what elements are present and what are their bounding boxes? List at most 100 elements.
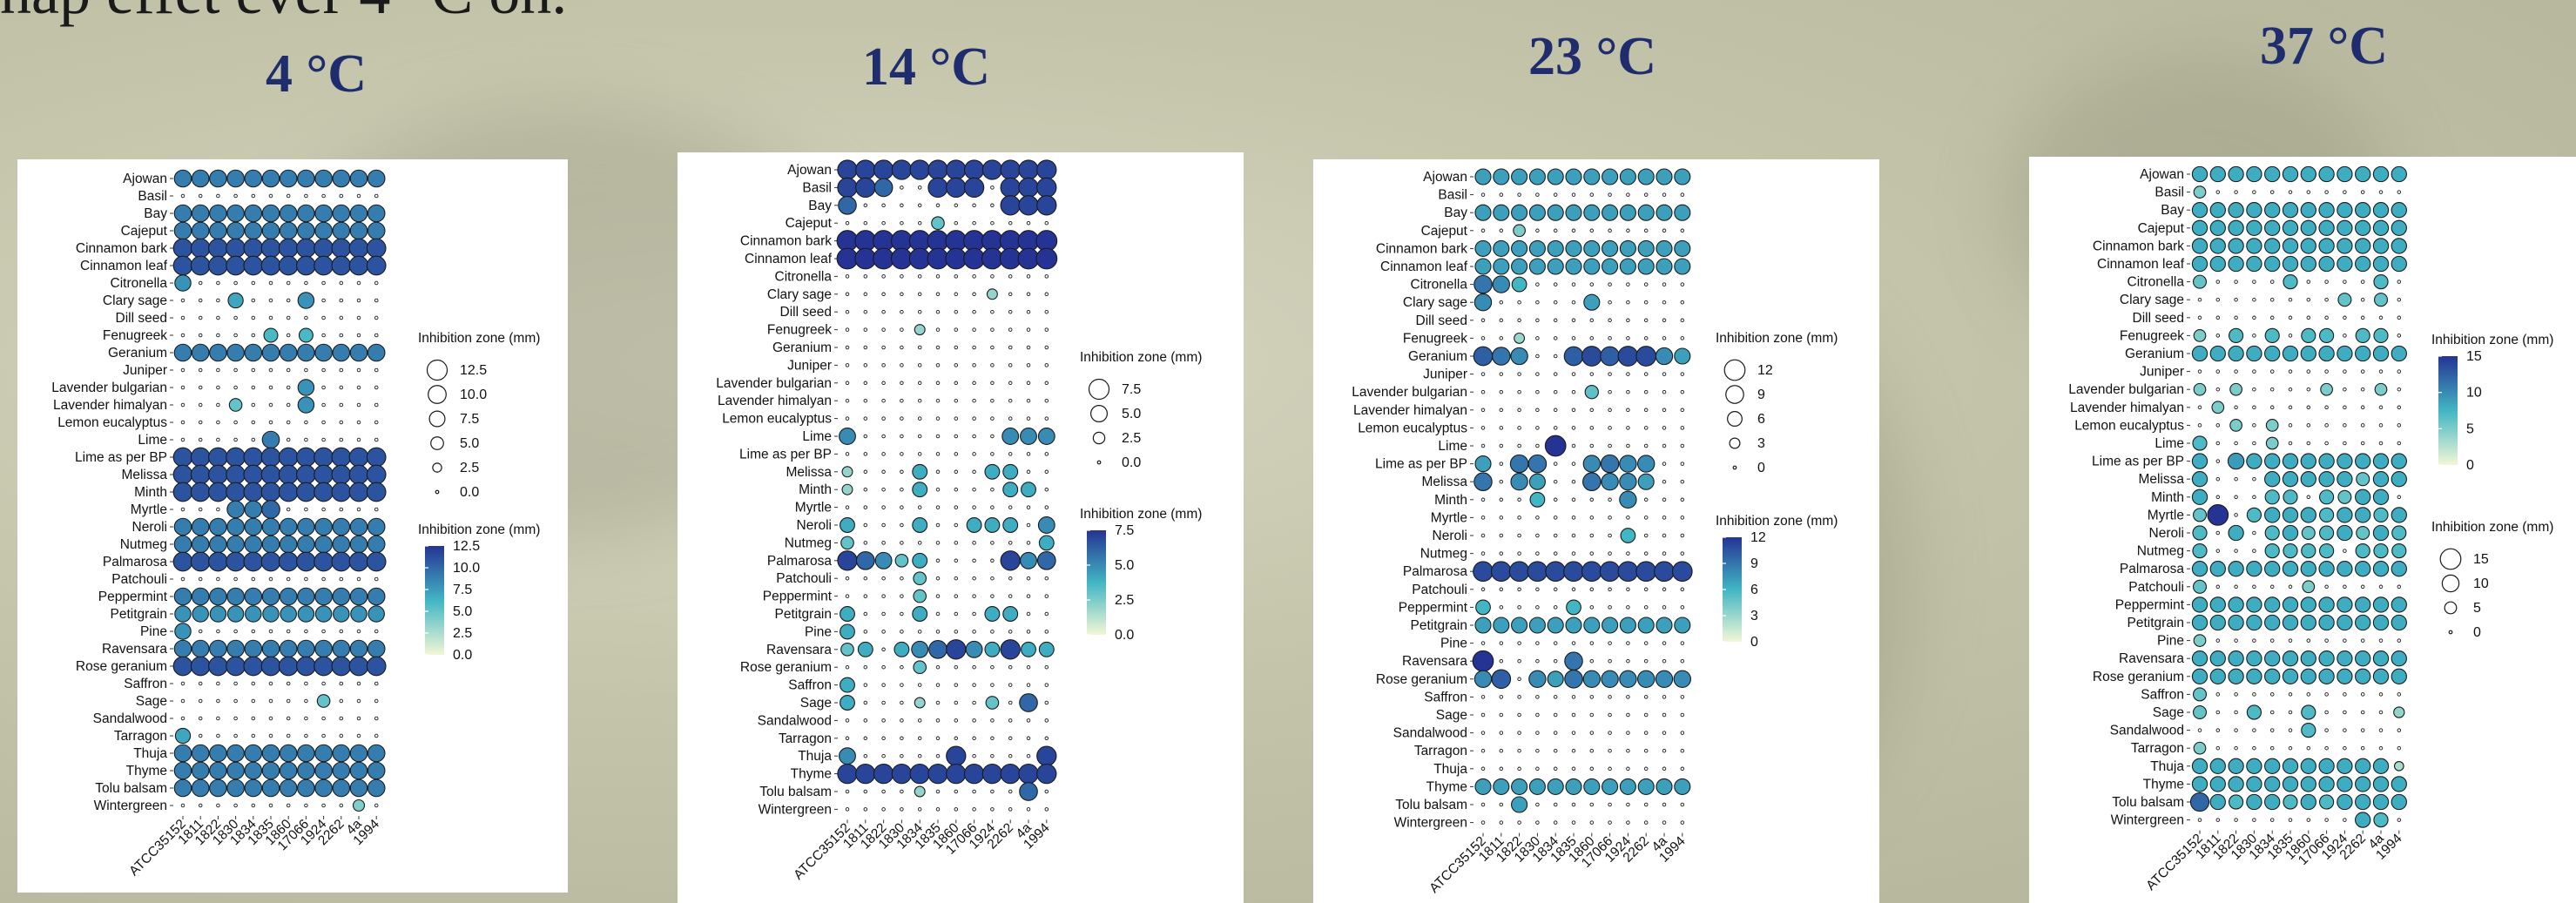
bubble-patchouli-1822 xyxy=(881,576,886,581)
bubble-clary-sage-17066 xyxy=(972,292,976,297)
bubble-lime-17066 xyxy=(972,434,976,439)
bubble-thuja-1822 xyxy=(881,753,886,758)
bubble-lemon-eucalyptus-1811 xyxy=(863,416,868,421)
bubble-cajeput-1811 xyxy=(863,220,868,226)
bubble-nutmeg-1822 xyxy=(1517,551,1521,556)
bubble-cinnamon-leaf-ATCC35152 xyxy=(2191,255,2208,273)
bubble-sage-1830 xyxy=(2246,704,2262,720)
bubble-thyme-1822 xyxy=(873,763,894,785)
bubble-rose-geranium-1830 xyxy=(226,656,246,677)
bubble-sage-1822 xyxy=(881,700,886,705)
bubble-neroli-4a xyxy=(349,517,368,536)
bubble-clary-sage-ATCC35152 xyxy=(180,298,185,303)
bubble-nutmeg-1811 xyxy=(1499,551,1504,556)
bubble-lime-ATCC35152 xyxy=(1480,443,1486,448)
bubble-lime-as-per-bp-1811 xyxy=(1499,462,1504,466)
bubble-thyme-1835 xyxy=(261,761,280,780)
bubble-cajeput-1811 xyxy=(2209,219,2226,236)
bubble-myrtle-1994 xyxy=(374,507,379,512)
bubble-wintergreen-17066 xyxy=(972,807,976,812)
bubble-thyme-1835 xyxy=(927,763,948,785)
bubble-cinnamon-bark-1830 xyxy=(2246,238,2262,254)
bubble-fenugreek-1822 xyxy=(216,333,220,338)
bubble-myrtle-4a xyxy=(2373,507,2389,523)
bubble-sandalwood-1830 xyxy=(1535,731,1540,735)
bubble-nutmeg-1830 xyxy=(1535,551,1540,556)
bubble-lime-1860 xyxy=(954,434,959,439)
bubble-geranium-2262 xyxy=(1635,346,1657,367)
bubble-juniper-1811 xyxy=(1499,372,1504,376)
bubble-rose-geranium-17066 xyxy=(1601,670,1619,688)
bubble-melissa-1924 xyxy=(314,464,334,485)
bubble-ajowan-1811 xyxy=(2209,165,2226,183)
bubble-basil-1830 xyxy=(900,185,904,190)
bubble-lime-as-per-bp-4a xyxy=(2372,453,2390,469)
bubble-thuja-17066 xyxy=(972,753,976,758)
y-tick-label: Bay xyxy=(1444,206,1467,220)
y-tick-label: Petitgrain xyxy=(111,607,167,622)
bubble-petitgrain-1822 xyxy=(209,605,227,623)
bubble-ravensara-ATCC35152 xyxy=(2191,650,2208,667)
bubble-tolu-balsam-2262 xyxy=(2355,793,2371,811)
size-legend-label: 0.0 xyxy=(1122,455,1141,470)
bubble-dill-seed-17066 xyxy=(304,315,308,320)
bubble-minth-1834 xyxy=(243,482,264,502)
bubble-sage-17066 xyxy=(2324,710,2329,715)
bubble-lime-as-per-bp-17066 xyxy=(296,447,316,468)
bubble-myrtle-1924 xyxy=(321,507,326,512)
bubble-petitgrain-1924 xyxy=(314,605,333,623)
bubble-tolu-balsam-1924 xyxy=(2337,793,2353,811)
bubble-cinnamon-leaf-1860 xyxy=(945,247,968,270)
bubble-palmarosa-1924 xyxy=(314,551,334,572)
bubble-thyme-17066 xyxy=(1602,778,1619,795)
bubble-sage-1822 xyxy=(1517,712,1521,718)
bubble-ravensara-1860 xyxy=(2300,650,2316,667)
bubble-tolu-balsam-17066 xyxy=(297,778,315,798)
bubble-citronella-17066 xyxy=(1608,282,1612,286)
bubble-sage-ATCC35152 xyxy=(840,695,855,711)
bubble-lemon-eucalyptus-1835 xyxy=(1571,426,1576,430)
bubble-nutmeg-17066 xyxy=(297,535,315,554)
bubble-sage-1835 xyxy=(1571,712,1576,718)
bubble-neroli-2262 xyxy=(1643,533,1649,538)
bubble-lavender-himalyan-1994 xyxy=(374,402,379,408)
bubble-nutmeg-ATCC35152 xyxy=(1480,551,1486,556)
bubble-palmarosa-1835 xyxy=(2282,561,2299,577)
bubble-ravensara-1830 xyxy=(2246,650,2262,667)
bubble-cajeput-1830 xyxy=(900,220,904,226)
bubble-lavender-himalyan-4a xyxy=(2378,405,2384,410)
bubble-thuja-ATCC35152 xyxy=(173,744,192,763)
bubble-thuja-1835 xyxy=(1571,766,1576,772)
y-tick-label: Lavender himalyan xyxy=(1353,403,1467,418)
bubble-sandalwood-2262 xyxy=(2360,728,2365,732)
bubble-lime-1811 xyxy=(863,434,868,439)
y-tick-label: Lime xyxy=(138,433,167,448)
bubble-juniper-1860 xyxy=(286,367,291,373)
size-legend-circle xyxy=(1727,411,1743,427)
bubble-tarragon-1811 xyxy=(863,736,868,741)
bubble-pine-1835 xyxy=(268,629,273,634)
bubble-sandalwood-1834 xyxy=(917,718,922,723)
bubble-melissa-17066 xyxy=(296,464,316,485)
bubble-sandalwood-1811 xyxy=(1499,731,1504,735)
bubble-saffron-1860 xyxy=(1589,695,1595,699)
bubble-lemon-eucalyptus-1835 xyxy=(268,420,273,425)
bubble-cinnamon-leaf-1924 xyxy=(981,247,1003,270)
bubble-nutmeg-1830 xyxy=(226,535,245,554)
bubble-cinnamon-bark-4a xyxy=(1656,239,1673,257)
bubble-lavender-himalyan-1811 xyxy=(1499,408,1504,413)
bubble-nutmeg-2262 xyxy=(1008,541,1013,545)
bubble-dill-seed-1994 xyxy=(2397,315,2402,320)
bubble-sage-1822 xyxy=(2234,710,2238,715)
bubble-geranium-1924 xyxy=(1617,346,1639,367)
bubble-wintergreen-ATCC35152 xyxy=(1480,820,1486,825)
bubble-palmarosa-1860 xyxy=(278,551,299,572)
y-tick-label: Sandalwood xyxy=(93,711,167,726)
bubble-lime-1830 xyxy=(233,437,238,442)
bubble-rose-geranium-1924 xyxy=(314,656,334,677)
y-tick-label: Wintergreen xyxy=(94,799,167,813)
bubble-peppermint-2262 xyxy=(1008,594,1013,598)
y-tick-label: Lavender himalyan xyxy=(53,398,167,413)
bubble-nutmeg-1822 xyxy=(2234,549,2238,553)
bubble-patchouli-17066 xyxy=(1608,587,1612,592)
